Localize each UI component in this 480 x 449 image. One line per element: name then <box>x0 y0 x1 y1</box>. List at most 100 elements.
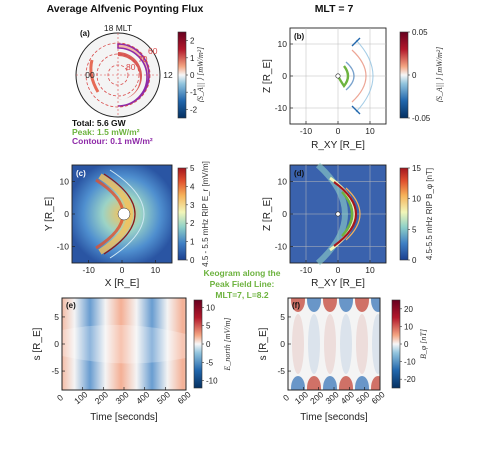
x-tick-label: -10 <box>83 265 96 275</box>
colorbar-tick-label: 5 <box>206 322 211 331</box>
panel-a-title: Average Alfvenic Poynting Flux <box>47 3 204 15</box>
panel-e-ylabel: s [R_E] <box>32 327 43 360</box>
field-blob <box>308 314 320 374</box>
colorbar-tick-label: 2 <box>190 219 195 228</box>
mlt-label-00: 00 <box>85 70 95 80</box>
y-tick-label: 0 <box>54 339 59 349</box>
field-blob <box>323 376 337 390</box>
panel-e-axes <box>61 297 187 391</box>
x-tick-label: 0 <box>336 126 341 136</box>
colorbar-tick-label: 5 <box>412 225 417 234</box>
x-tick-label: 600 <box>369 389 387 406</box>
panel-c-xlabel: X [R_E] <box>105 278 140 289</box>
field-blob <box>307 376 321 390</box>
y-tick-label: -5 <box>277 366 285 376</box>
colorbar-a-label: ⟨S_A|| ⟩ [mW/m²] <box>196 47 205 104</box>
colorbar-tick-label: 10 <box>206 303 215 312</box>
lat-label-70: 70 <box>138 54 148 64</box>
colorbar-tick-label: 0 <box>412 71 417 80</box>
panel-d-ylabel: Z [R_E] <box>262 197 273 231</box>
x-tick-label: 10 <box>365 126 375 136</box>
x-tick-label: 100 <box>72 389 90 406</box>
field-blob <box>339 376 353 390</box>
field-blob <box>324 314 336 374</box>
lat-label-80: 80 <box>126 62 136 72</box>
panel-b-xlabel: R_XY [R_E] <box>311 140 365 151</box>
y-tick-label: -10 <box>275 242 288 252</box>
colorbar-a-ticks: 2 1 0 -1 -2 <box>186 37 198 114</box>
colorbar-e <box>193 299 203 389</box>
colorbar-b-ticks: 0.05 0 -0.05 <box>408 28 431 123</box>
colorbar-c-ticks: 5 4 3 2 1 0 <box>186 164 195 265</box>
field-blob <box>291 298 305 312</box>
y-tick-label: 0 <box>64 209 69 219</box>
colorbar-d-label: 4.5-5.5 mHz RIP B_φ [nT] <box>425 168 434 260</box>
field-blob <box>340 314 352 374</box>
field-blob <box>339 298 353 312</box>
x-tick-label: 0 <box>336 265 341 275</box>
colorbar-a <box>177 31 187 119</box>
panel-e-label: (e) <box>66 301 76 310</box>
panel-d: (d) -10 0 10 10 0 -10 R_XY [R_E] Z [R_E] 15 10… <box>262 162 434 289</box>
panel-f-field <box>291 298 380 390</box>
colorbar-tick-label: -1 <box>190 88 198 97</box>
panel-f-ylabel: s [R_E] <box>258 327 269 360</box>
y-tick-label: 10 <box>60 176 70 186</box>
x-tick-label: 0 <box>120 265 125 275</box>
field-blob <box>372 314 380 374</box>
panel-d-xlabel: R_XY [R_E] <box>311 278 365 289</box>
colorbar-tick-label: -20 <box>404 375 416 384</box>
panel-a: Average Alfvenic Poynting Flux (a) 18 ML… <box>47 3 205 146</box>
panel-c-label: (c) <box>76 169 86 178</box>
colorbar-tick-label: 0 <box>404 340 409 349</box>
colorbar-tick-label: 0.05 <box>412 28 428 37</box>
colorbar-tick-label: 2 <box>190 37 195 46</box>
y-tick-label: 10 <box>278 39 288 49</box>
panel-b-title: MLT = 7 <box>315 3 354 15</box>
colorbar-tick-label: -10 <box>206 377 218 386</box>
y-tick-label: -10 <box>275 103 288 113</box>
colorbar-f-label: B_φ [nT] <box>419 329 428 359</box>
y-tick-label: 5 <box>280 312 285 322</box>
panel-c-ticks: -10 0 10 10 0 -10 <box>57 176 161 275</box>
contour-annotation: Contour: 0.1 mW/m² <box>72 136 153 146</box>
colorbar-d-ticks: 15 10 5 0 <box>408 164 421 265</box>
field-blob <box>292 314 304 374</box>
x-tick-label: 200 <box>93 389 111 406</box>
colorbar-tick-label: 10 <box>412 195 421 204</box>
x-tick-label: 400 <box>134 389 152 406</box>
y-tick-label: -10 <box>57 242 70 252</box>
colorbar-tick-label: 0 <box>190 71 195 80</box>
panel-a-label: (a) <box>80 29 90 38</box>
x-tick-label: 300 <box>113 389 131 406</box>
field-blob <box>307 298 321 312</box>
colorbar-d <box>399 167 409 261</box>
colorbar-c-label: 4.5 - 5.5 mHz RIP E_r [mV/m] <box>201 161 210 267</box>
x-tick-label: 10 <box>365 265 375 275</box>
panel-b: MLT = 7 (b) -10 0 10 10 0 -10 R_XY [R_E] Z [R… <box>262 3 444 151</box>
field-blob <box>355 376 369 390</box>
field-blob <box>323 298 337 312</box>
colorbar-e-label: E_north [mV/m] <box>223 317 232 371</box>
keogram-title-3: MLT=7, L=8.2 <box>215 290 268 300</box>
colorbar-tick-label: 0 <box>190 256 195 265</box>
colorbar-f <box>391 299 401 389</box>
panel-b-ylabel: Z [R_E] <box>262 59 273 93</box>
y-tick-label: 0 <box>280 339 285 349</box>
x-tick-label: -10 <box>300 265 313 275</box>
colorbar-tick-label: 1 <box>190 54 195 63</box>
field-blob <box>355 298 369 312</box>
colorbar-tick-label: -10 <box>404 358 416 367</box>
colorbar-tick-label: -5 <box>206 358 214 367</box>
x-tick-label: 600 <box>175 389 193 406</box>
x-tick-label: 500 <box>155 389 173 406</box>
x-tick-label: 0 <box>55 392 65 403</box>
panel-b-label: (b) <box>294 32 305 41</box>
y-tick-label: 0 <box>282 71 287 81</box>
x-tick-label: 10 <box>151 265 161 275</box>
lat-label-60: 60 <box>148 46 158 56</box>
panel-f-xlabel: Time [seconds] <box>300 412 368 423</box>
colorbar-b-label: ⟨S_A|| ⟩ [mW/m²] <box>435 47 444 104</box>
panel-c-ylabel: Y [R_E] <box>44 197 55 231</box>
